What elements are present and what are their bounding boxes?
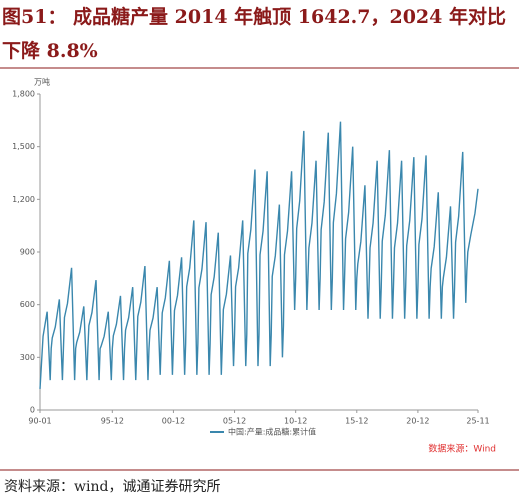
x-tick-label: 15-12 — [345, 417, 368, 426]
x-tick-label: 20-12 — [406, 417, 429, 426]
y-unit: 万吨 — [34, 77, 50, 87]
y-tick-label: 300 — [20, 353, 35, 362]
y-tick-label: 0 — [30, 406, 35, 415]
chart-title: 图51： 成品糖产量 2014 年触顶 1642.7，2024 年对比下降 8.… — [2, 6, 506, 62]
legend-label: 中国:产量:成品糖:累计值 — [228, 427, 316, 437]
x-tick-label: 05-12 — [223, 417, 246, 426]
series-line — [39, 121, 479, 389]
x-tick-label: 00-12 — [162, 417, 185, 426]
y-tick-label: 1,200 — [12, 195, 35, 204]
footer: 资料来源：wind，诚通证券研究所 — [4, 479, 220, 495]
y-tick-label: 1,500 — [12, 142, 35, 151]
x-tick-label: 25-11 — [466, 417, 489, 426]
x-tick-label: 90-01 — [28, 417, 51, 426]
y-tick-label: 600 — [20, 300, 35, 309]
x-tick-label: 10-12 — [284, 417, 307, 426]
x-tick-label: 95-12 — [101, 417, 124, 426]
y-tick-label: 900 — [20, 248, 35, 257]
y-tick-label: 1,800 — [12, 90, 35, 99]
source-note: 数据来源：Wind — [428, 443, 496, 455]
